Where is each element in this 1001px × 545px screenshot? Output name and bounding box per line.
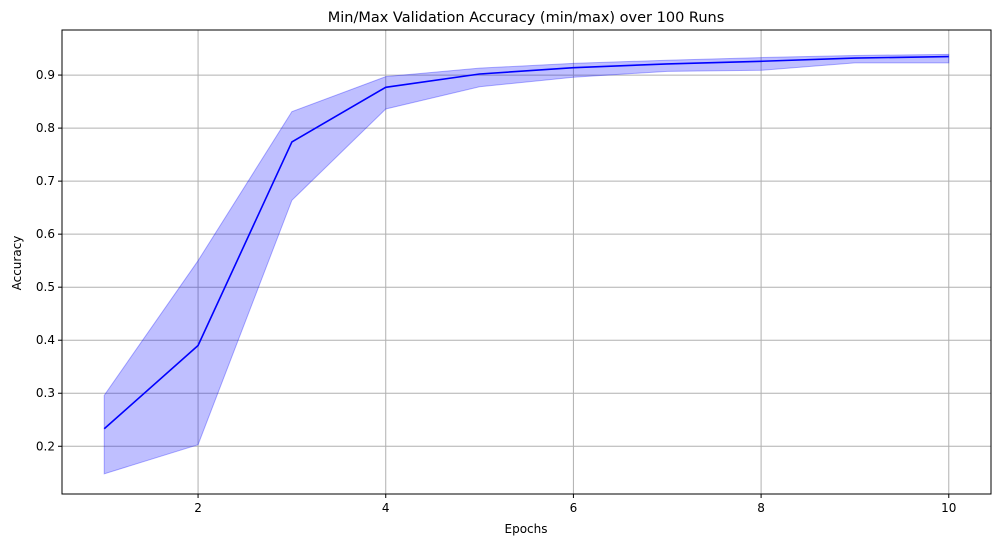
y-axis-label: Accuracy xyxy=(10,236,24,291)
x-tick-label: 4 xyxy=(382,501,390,515)
x-tick-label: 10 xyxy=(941,501,956,515)
x-tick-label: 6 xyxy=(570,501,578,515)
y-tick-label: 0.9 xyxy=(36,68,55,82)
x-axis-label: Epochs xyxy=(505,522,548,536)
y-tick-label: 0.5 xyxy=(36,280,55,294)
y-tick-label: 0.3 xyxy=(36,386,55,400)
y-axis-ticks: 0.2 0.3 0.4 0.5 0.6 0.7 0.8 0.9 xyxy=(36,68,62,453)
y-tick-label: 0.2 xyxy=(36,439,55,453)
y-tick-label: 0.8 xyxy=(36,121,55,135)
series-line xyxy=(103,55,949,430)
y-tick-label: 0.7 xyxy=(36,174,55,188)
plot-frame xyxy=(61,29,992,495)
series-lines xyxy=(103,55,949,430)
y-tick-label: 0.4 xyxy=(36,333,55,347)
min-max-band-area xyxy=(103,53,950,475)
grid-lines xyxy=(62,30,991,494)
min-max-band xyxy=(103,53,950,475)
y-tick-label: 0.6 xyxy=(36,227,55,241)
x-axis-ticks: 2 4 6 8 10 xyxy=(194,494,956,515)
chart-title: Min/Max Validation Accuracy (min/max) ov… xyxy=(328,10,725,26)
x-tick-label: 2 xyxy=(194,501,202,515)
x-tick-label: 8 xyxy=(757,501,765,515)
